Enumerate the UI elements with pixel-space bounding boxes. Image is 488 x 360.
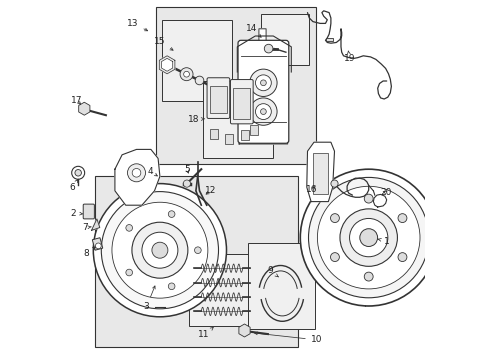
Circle shape [168,211,175,217]
Circle shape [397,253,406,261]
Bar [247,243,314,329]
Polygon shape [91,219,100,230]
Circle shape [364,272,372,281]
Text: 5: 5 [183,165,189,174]
Circle shape [359,229,377,247]
Circle shape [183,180,190,187]
Circle shape [308,177,428,298]
Polygon shape [161,58,172,71]
Circle shape [125,269,132,276]
FancyBboxPatch shape [83,204,94,219]
Text: 16: 16 [306,184,317,194]
Bar [260,14,309,65]
Circle shape [330,180,337,187]
Text: 4: 4 [147,167,157,176]
Circle shape [249,69,277,96]
Bar [162,20,231,101]
Circle shape [349,219,387,257]
Text: 2: 2 [71,209,82,217]
Bar [203,81,273,158]
Text: 14: 14 [245,24,261,37]
Text: 9: 9 [267,266,278,277]
FancyBboxPatch shape [238,40,288,143]
Circle shape [152,242,167,258]
Circle shape [142,232,178,268]
Bar [233,88,250,119]
Text: 6: 6 [69,180,78,192]
Circle shape [264,44,272,53]
Circle shape [260,80,266,86]
Text: 19: 19 [343,51,355,63]
Circle shape [93,184,226,317]
Circle shape [168,283,175,290]
Circle shape [180,68,193,81]
Text: 10: 10 [254,332,322,344]
Bar [209,86,226,113]
Polygon shape [115,149,160,205]
Text: 3: 3 [143,286,155,311]
Circle shape [255,104,271,120]
Circle shape [101,192,218,309]
Circle shape [194,247,201,253]
Circle shape [397,213,406,222]
Circle shape [95,243,101,249]
Circle shape [330,253,339,261]
Text: 15: 15 [153,37,173,50]
Text: 7: 7 [82,223,91,232]
Text: 18: 18 [187,115,204,124]
Circle shape [132,222,187,278]
Circle shape [132,168,141,177]
Bar [224,134,232,144]
Text: 17: 17 [71,96,82,105]
Text: 20: 20 [379,188,390,197]
Circle shape [125,225,132,231]
Circle shape [330,213,339,222]
Circle shape [183,71,189,77]
Circle shape [75,170,81,176]
Text: 13: 13 [127,19,147,31]
Bar [241,130,248,140]
Text: 1: 1 [377,237,389,246]
Polygon shape [306,142,334,202]
Circle shape [339,209,397,266]
Circle shape [260,109,266,114]
Circle shape [255,75,271,91]
Text: 11: 11 [198,327,213,339]
Bar [95,176,298,347]
Bar [210,129,218,139]
Circle shape [317,186,419,289]
Circle shape [300,169,436,306]
Text: 12: 12 [205,186,216,195]
Circle shape [249,98,277,125]
FancyBboxPatch shape [206,78,229,118]
Circle shape [72,166,84,179]
Circle shape [364,194,372,203]
Bar [312,153,327,194]
Text: 8: 8 [83,247,95,258]
FancyBboxPatch shape [230,80,253,124]
Polygon shape [159,56,175,74]
Circle shape [195,76,203,85]
Polygon shape [239,29,287,144]
Bar [325,38,333,41]
Bar [188,254,255,326]
Bar [156,7,316,164]
Bar [92,238,102,250]
Circle shape [127,164,145,182]
Bar [249,125,257,135]
Circle shape [112,202,207,298]
